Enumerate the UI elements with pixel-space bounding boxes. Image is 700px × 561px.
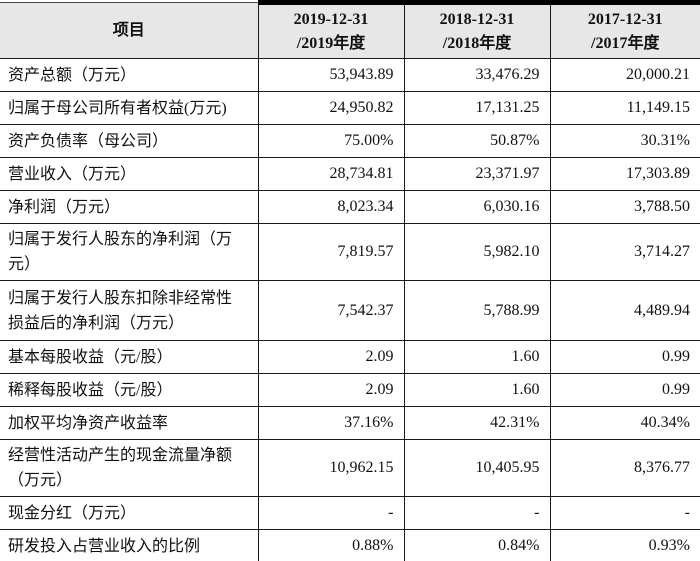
header-column-2019: 2019-12-31 /2019年度: [257, 0, 404, 59]
table-row-diluted-eps: 稀释每股收益（元/股） 2.09 1.60 0.99: [0, 373, 700, 407]
row-value-2019: 7,542.37: [257, 280, 404, 341]
row-value-2018: 1.60: [403, 340, 550, 374]
header-column-2017: 2017-12-31 /2017年度: [549, 0, 700, 59]
row-label: 资产负债率（母公司）: [0, 124, 258, 158]
table-row-total-assets: 资产总额（万元） 53,943.89 33,476.29 20,000.21: [0, 58, 700, 92]
table-row-weighted-avg-roe: 加权平均净资产收益率 37.16% 42.31% 40.34%: [0, 406, 700, 440]
row-value-2018: 5,982.10: [403, 223, 550, 281]
row-value-2017: 3,788.50: [549, 190, 700, 224]
table-row-debt-ratio: 资产负债率（母公司） 75.00% 50.87% 30.31%: [0, 124, 700, 158]
table-row-net-profit-excl-nonrecurring: 归属于发行人股东扣除非经常性损益后的净利润（万元） 7,542.37 5,788…: [0, 280, 700, 341]
row-label: 现金分红（万元）: [0, 496, 258, 530]
row-value-2018: 10,405.95: [403, 439, 550, 497]
row-value-2017: 11,149.15: [549, 91, 700, 125]
row-value-2019: 28,734.81: [257, 157, 404, 191]
table-row-net-profit-attributable: 归属于发行人股东的净利润（万元） 7,819.57 5,982.10 3,714…: [0, 223, 700, 281]
row-value-2019: 75.00%: [257, 124, 404, 158]
row-label: 归属于发行人股东的净利润（万元）: [0, 223, 258, 281]
row-value-2019: -: [257, 496, 404, 530]
row-value-2019: 7,819.57: [257, 223, 404, 281]
row-value-2019: 10,962.15: [257, 439, 404, 497]
header-row: 项目 2019-12-31 /2019年度 2018-12-31 /2018年度…: [0, 0, 700, 59]
row-value-2017: 20,000.21: [549, 58, 700, 92]
row-value-2018: -: [403, 496, 550, 530]
row-value-2018: 17,131.25: [403, 91, 550, 125]
header-2019-date: 2019-12-31: [293, 10, 369, 28]
row-label: 营业收入（万元）: [0, 157, 258, 191]
row-value-2017: 30.31%: [549, 124, 700, 158]
row-label: 资产总额（万元）: [0, 58, 258, 92]
row-value-2017: 0.99: [549, 340, 700, 374]
row-value-2018: 6,030.16: [403, 190, 550, 224]
row-label: 归属于母公司所有者权益(万元): [0, 91, 258, 125]
row-value-2019: 37.16%: [257, 406, 404, 440]
row-value-2018: 5,788.99: [403, 280, 550, 341]
row-label: 加权平均净资产收益率: [0, 406, 258, 440]
row-value-2017: 8,376.77: [549, 439, 700, 497]
header-column-2018: 2018-12-31 /2018年度: [403, 0, 550, 59]
row-value-2018: 1.60: [403, 373, 550, 407]
row-label: 基本每股收益（元/股）: [0, 340, 258, 374]
header-2017-period: /2017年度: [591, 34, 660, 52]
header-2018-period: /2018年度: [442, 34, 512, 52]
row-value-2019: 8,023.34: [257, 190, 404, 224]
row-value-2019: 24,950.82: [257, 91, 404, 125]
row-value-2018: 33,476.29: [403, 58, 550, 92]
header-2017-date: 2017-12-31: [587, 10, 663, 28]
header-2018-date: 2018-12-31: [439, 10, 515, 28]
row-label: 稀释每股收益（元/股）: [0, 373, 258, 407]
row-value-2017: -: [549, 496, 700, 530]
row-label: 研发投入占营业收入的比例: [0, 529, 258, 561]
row-value-2019: 2.09: [257, 373, 404, 407]
row-value-2017: 17,303.89: [549, 157, 700, 191]
row-value-2017: 3,714.27: [549, 223, 700, 281]
row-label: 净利润（万元）: [0, 190, 258, 224]
row-value-2019: 0.88%: [257, 529, 404, 561]
row-value-2019: 53,943.89: [257, 58, 404, 92]
table-row-net-profit: 净利润（万元） 8,023.34 6,030.16 3,788.50: [0, 190, 700, 224]
row-value-2018: 0.84%: [403, 529, 550, 561]
row-label: 归属于发行人股东扣除非经常性损益后的净利润（万元）: [0, 280, 258, 341]
row-value-2017: 4,489.94: [549, 280, 700, 341]
row-label: 经营性活动产生的现金流量净额（万元）: [0, 439, 258, 497]
table-row-rd-ratio: 研发投入占营业收入的比例 0.88% 0.84% 0.93%: [0, 529, 700, 561]
row-value-2018: 50.87%: [403, 124, 550, 158]
table-row-basic-eps: 基本每股收益（元/股） 2.09 1.60 0.99: [0, 340, 700, 374]
row-value-2017: 0.99: [549, 373, 700, 407]
header-item-column: 项目: [0, 2, 258, 59]
row-value-2018: 23,371.97: [403, 157, 550, 191]
table-row-operating-cash-flow: 经营性活动产生的现金流量净额（万元） 10,962.15 10,405.95 8…: [0, 439, 700, 497]
table-row-operating-revenue: 营业收入（万元） 28,734.81 23,371.97 17,303.89: [0, 157, 700, 191]
table-row-cash-dividend: 现金分红（万元） - - -: [0, 496, 700, 530]
table-row-parent-equity: 归属于母公司所有者权益(万元) 24,950.82 17,131.25 11,1…: [0, 91, 700, 125]
row-value-2019: 2.09: [257, 340, 404, 374]
row-value-2017: 40.34%: [549, 406, 700, 440]
header-2019-period: /2019年度: [296, 34, 366, 52]
row-value-2017: 0.93%: [549, 529, 700, 561]
row-value-2018: 42.31%: [403, 406, 550, 440]
